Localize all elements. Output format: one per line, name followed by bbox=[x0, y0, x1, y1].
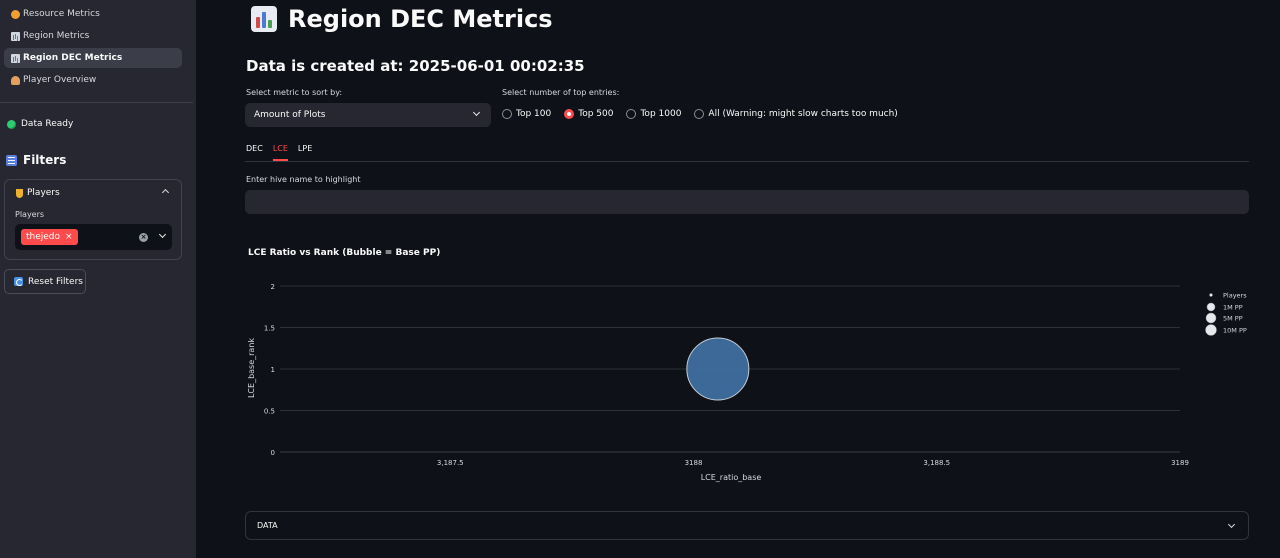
legend-marker bbox=[1209, 293, 1213, 297]
radio-circle-icon bbox=[626, 109, 637, 119]
tab-lpe[interactable]: LPE bbox=[297, 144, 313, 153]
nav-player-overview[interactable]: Player Overview bbox=[4, 70, 182, 90]
bubble-point bbox=[686, 337, 750, 401]
y-tick-label: 0.5 bbox=[264, 408, 275, 416]
legend-marker bbox=[1206, 302, 1216, 312]
chevron-up-icon[interactable] bbox=[161, 188, 170, 197]
x-axis-label: LCE_ratio_base bbox=[701, 473, 762, 482]
chevron-down-icon bbox=[1227, 520, 1236, 529]
x-tick-labels: 3,187.5 3188 3,188.5 3189 bbox=[437, 459, 1189, 467]
radio-label: Top 1000 bbox=[640, 109, 682, 119]
radio-top-1000[interactable]: Top 1000 bbox=[626, 109, 681, 119]
player-tag-label: thejedo bbox=[26, 232, 61, 242]
top-entries-label: Select number of top entries: bbox=[502, 88, 620, 97]
chart-legend: Players 1M PP 5M PP 10M PP bbox=[1205, 292, 1247, 336]
y-tick-label: 1 bbox=[271, 366, 275, 374]
created-at-heading: Data is created at: 2025-06-01 00:02:35 bbox=[246, 57, 585, 75]
tab-lce[interactable]: LCE bbox=[272, 144, 288, 161]
nav-region-dec-metrics[interactable]: Region DEC Metrics bbox=[4, 48, 182, 68]
hive-input[interactable] bbox=[245, 190, 1249, 214]
x-tick-label: 3,187.5 bbox=[437, 459, 464, 467]
x-tick-label: 3,188.5 bbox=[923, 459, 950, 467]
players-multiselect[interactable]: thejedo × × bbox=[15, 224, 172, 250]
resource-dot-icon bbox=[10, 9, 20, 19]
radio-top-100[interactable]: Top 100 bbox=[502, 109, 551, 119]
top-entries-radio-group: Top 100 Top 500 Top 1000 All (Warning: m… bbox=[502, 109, 911, 119]
nav-label: Resource Metrics bbox=[23, 9, 100, 19]
filter-icon bbox=[6, 154, 17, 166]
y-tick-label: 0 bbox=[271, 449, 275, 457]
sidebar: Resource Metrics Region Metrics Region D… bbox=[0, 0, 196, 558]
hive-label: Enter hive name to highlight bbox=[246, 175, 361, 184]
radio-all[interactable]: All (Warning: might slow charts too much… bbox=[694, 109, 898, 119]
chevron-down-icon bbox=[472, 108, 481, 117]
radio-label: Top 500 bbox=[578, 109, 614, 119]
lce-bubble-chart: LCE Ratio vs Rank (Bubble = Base PP) 0 0.… bbox=[247, 248, 1247, 482]
players-expander-label: Players bbox=[27, 188, 60, 198]
y-tick-labels: 0 0.5 1 1.5 2 bbox=[264, 283, 275, 457]
x-tick-label: 3188 bbox=[685, 459, 703, 467]
status-text: Data Ready bbox=[21, 119, 74, 129]
sort-metric-select[interactable]: Amount of Plots bbox=[245, 103, 491, 127]
bar-chart-icon bbox=[10, 53, 20, 63]
tab-divider bbox=[245, 161, 1249, 162]
chart-title: LCE Ratio vs Rank (Bubble = Base PP) bbox=[248, 248, 440, 258]
y-tick-label: 2 bbox=[271, 283, 275, 291]
y-axis-label: LCE_base_rank bbox=[247, 338, 256, 398]
data-expander[interactable]: DATA bbox=[245, 511, 1249, 540]
chevron-down-icon[interactable] bbox=[158, 230, 167, 239]
clear-selection-icon[interactable]: × bbox=[139, 233, 148, 242]
x-tick-label: 3189 bbox=[1171, 459, 1189, 467]
player-tag: thejedo × bbox=[21, 229, 78, 245]
nav-label: Player Overview bbox=[23, 75, 97, 85]
radio-label: All (Warning: might slow charts too much… bbox=[708, 109, 898, 119]
sort-metric-label: Select metric to sort by: bbox=[246, 88, 343, 97]
shield-icon bbox=[16, 188, 23, 198]
radio-checked-icon bbox=[564, 109, 575, 119]
players-expander-header[interactable]: Players bbox=[16, 188, 60, 198]
chart-points bbox=[686, 337, 750, 401]
nav-region-metrics[interactable]: Region Metrics bbox=[4, 26, 182, 46]
legend-marker bbox=[1205, 312, 1217, 324]
nav-label: Region DEC Metrics bbox=[23, 53, 123, 63]
filters-heading: Filters bbox=[6, 153, 66, 167]
legend-marker bbox=[1205, 324, 1217, 336]
reset-filters-button[interactable]: Reset Filters bbox=[4, 269, 86, 294]
nav-label: Region Metrics bbox=[23, 31, 90, 41]
reset-icon bbox=[14, 277, 23, 286]
radio-top-500[interactable]: Top 500 bbox=[564, 109, 613, 119]
tab-dec[interactable]: DEC bbox=[246, 144, 263, 153]
page-title: Region DEC Metrics bbox=[251, 5, 553, 33]
y-tick-label: 1.5 bbox=[264, 325, 275, 333]
legend-label: 10M PP bbox=[1223, 327, 1247, 335]
bar-chart-icon bbox=[251, 6, 277, 32]
nav-resource-metrics[interactable]: Resource Metrics bbox=[4, 4, 182, 24]
data-expander-label: DATA bbox=[257, 521, 278, 530]
legend-label: Players bbox=[1223, 292, 1247, 300]
radio-circle-icon bbox=[502, 109, 512, 119]
players-expander: Players Players thejedo × × bbox=[4, 179, 182, 260]
legend-label: 1M PP bbox=[1223, 304, 1243, 312]
reset-filters-label: Reset Filters bbox=[28, 276, 83, 287]
sort-metric-value: Amount of Plots bbox=[254, 110, 326, 120]
status-dot-icon bbox=[7, 119, 16, 129]
tag-remove-icon[interactable]: × bbox=[65, 232, 73, 242]
radio-circle-icon bbox=[694, 109, 705, 119]
filters-title: Filters bbox=[23, 153, 67, 167]
players-field-label: Players bbox=[15, 210, 45, 219]
legend-label: 5M PP bbox=[1223, 315, 1243, 323]
sidebar-divider bbox=[0, 102, 193, 103]
bar-chart-icon bbox=[10, 31, 20, 41]
metric-tabs: DEC LCE LPE bbox=[246, 144, 322, 161]
page-title-text: Region DEC Metrics bbox=[288, 5, 553, 33]
status-data-ready: Data Ready bbox=[7, 119, 73, 129]
player-icon bbox=[10, 75, 20, 85]
radio-label: Top 100 bbox=[516, 109, 552, 119]
